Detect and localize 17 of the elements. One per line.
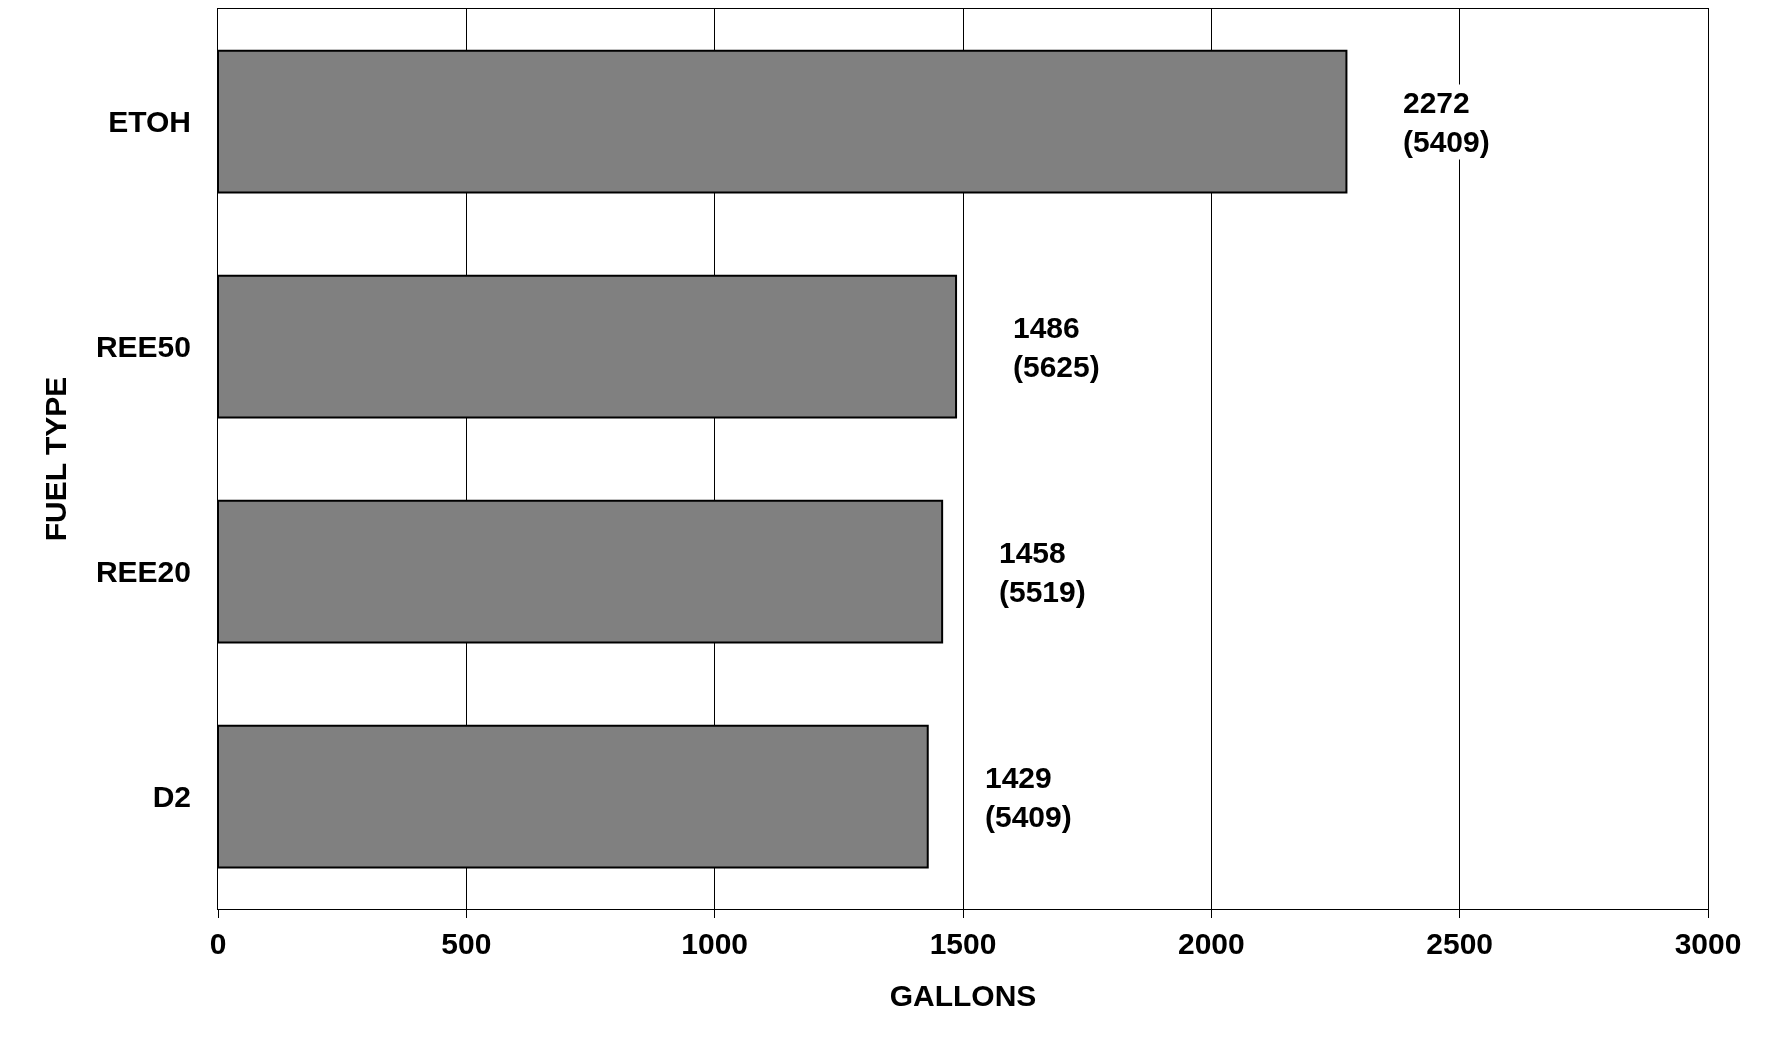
x-tick-label: 0 — [209, 927, 227, 960]
data-label: 1458 (5519) — [999, 536, 1086, 608]
x-tick-label: 3000 — [1674, 927, 1742, 960]
y-tick-label: REE50 — [95, 330, 191, 363]
x-tick-label: 2000 — [1177, 927, 1245, 960]
y-tick-label: ETOH — [108, 105, 191, 138]
data-label: 1486 (5625) — [1013, 311, 1100, 383]
x-axis-title: GALLONS — [889, 978, 1037, 1012]
x-tick-label: 2500 — [1426, 927, 1494, 960]
y-axis-title: FUEL TYPE — [38, 376, 72, 542]
x-tick-label: 500 — [441, 927, 492, 960]
data-label: 2272 (5409) — [1403, 86, 1490, 158]
y-tick-label: D2 — [152, 780, 191, 813]
y-tick-label: REE20 — [95, 555, 191, 588]
x-tick-label: 1500 — [929, 927, 997, 960]
data-label: 1429 (5409) — [985, 761, 1072, 833]
x-tick-label: 1000 — [681, 927, 749, 960]
